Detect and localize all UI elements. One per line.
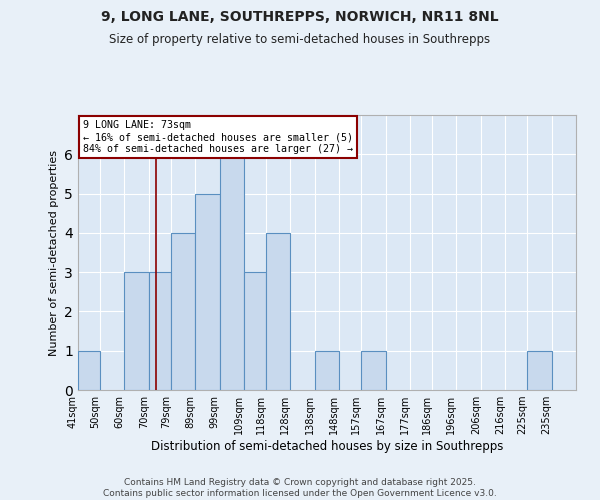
Bar [244,272,266,390]
Text: Contains HM Land Registry data © Crown copyright and database right 2025.
Contai: Contains HM Land Registry data © Crown c… [103,478,497,498]
Bar [527,350,551,390]
Bar [315,350,339,390]
Bar [149,272,171,390]
Bar [361,350,386,390]
Text: Size of property relative to semi-detached houses in Southrepps: Size of property relative to semi-detach… [109,32,491,46]
Y-axis label: Number of semi-detached properties: Number of semi-detached properties [49,150,59,356]
Bar [266,233,290,390]
Text: 9 LONG LANE: 73sqm
← 16% of semi-detached houses are smaller (5)
84% of semi-det: 9 LONG LANE: 73sqm ← 16% of semi-detache… [83,120,353,154]
X-axis label: Distribution of semi-detached houses by size in Southrepps: Distribution of semi-detached houses by … [151,440,503,453]
Bar [124,272,149,390]
Bar [78,350,100,390]
Text: 9, LONG LANE, SOUTHREPPS, NORWICH, NR11 8NL: 9, LONG LANE, SOUTHREPPS, NORWICH, NR11 … [101,10,499,24]
Bar [195,194,220,390]
Bar [220,154,244,390]
Bar [171,233,195,390]
